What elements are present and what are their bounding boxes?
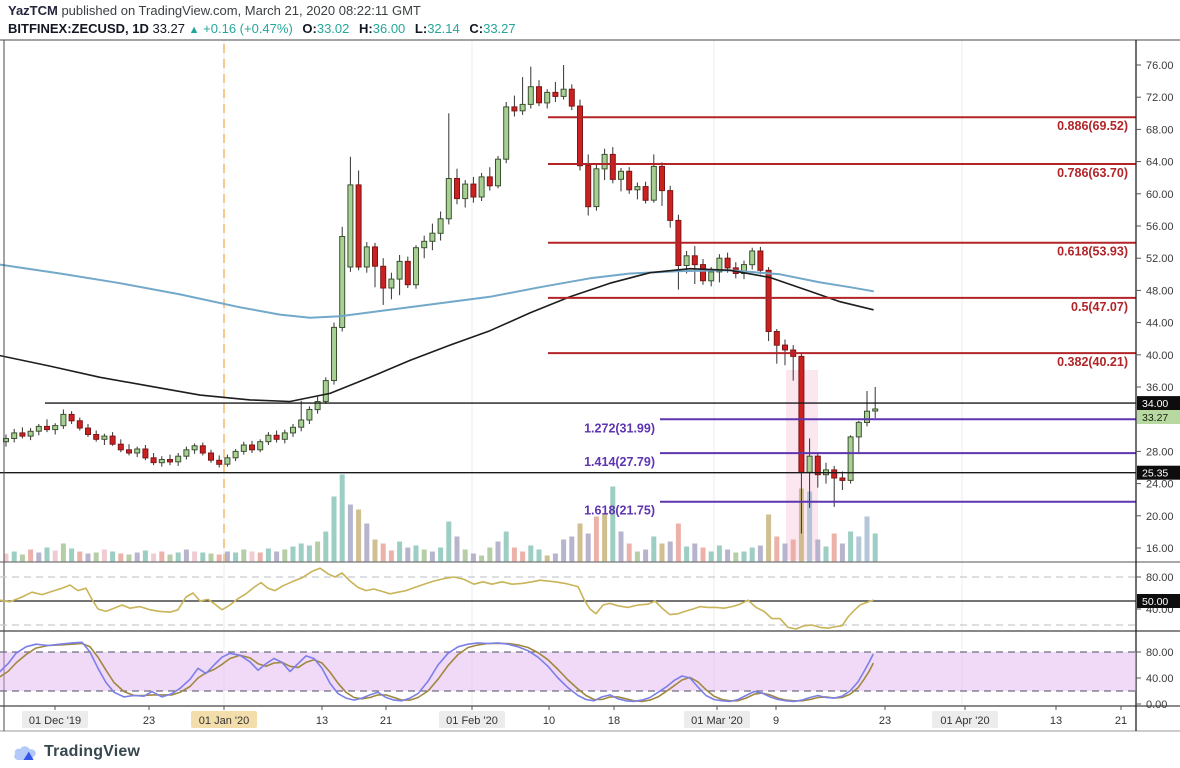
svg-text:1.272(31.99): 1.272(31.99)	[584, 421, 655, 435]
chart-header: YazTCM published on TradingView.com, Mar…	[8, 2, 516, 39]
svg-text:64.00: 64.00	[1146, 157, 1174, 169]
svg-text:0.618(53.93): 0.618(53.93)	[1057, 245, 1128, 259]
svg-text:80.00: 80.00	[1146, 647, 1174, 659]
svg-text:1.414(27.79): 1.414(27.79)	[584, 455, 655, 469]
svg-text:01 Jan '20: 01 Jan '20	[199, 715, 249, 727]
svg-text:9: 9	[773, 715, 779, 727]
symbol-name[interactable]: BITFINEX:ZECUSD, 1D	[8, 21, 149, 36]
svg-text:20.00: 20.00	[1146, 511, 1174, 523]
svg-text:0.382(40.21): 0.382(40.21)	[1057, 355, 1128, 369]
svg-text:01 Dec '19: 01 Dec '19	[29, 715, 81, 727]
author-name: YazTCM	[8, 3, 58, 18]
low-label: L:	[414, 21, 428, 36]
ma-fast-black-line	[0, 267, 874, 403]
ma-slow-blue-line	[0, 263, 874, 319]
pane-borders	[0, 39, 1180, 732]
svg-text:52.00: 52.00	[1146, 253, 1174, 265]
last-price: 33.27	[152, 21, 186, 36]
svg-text:33.27: 33.27	[1142, 412, 1168, 424]
svg-text:76.00: 76.00	[1146, 60, 1174, 72]
open-label: O:	[302, 21, 317, 36]
up-arrow-icon: ▲	[188, 24, 200, 36]
svg-text:25.35: 25.35	[1142, 468, 1168, 480]
tradingview-logo-icon	[14, 745, 36, 760]
high-value: 36.00	[372, 21, 406, 36]
svg-text:68.00: 68.00	[1146, 124, 1174, 136]
tradingview-logo-text: TradingView	[44, 743, 141, 760]
svg-text:34.00: 34.00	[1142, 398, 1168, 410]
svg-text:01 Mar '20: 01 Mar '20	[691, 715, 743, 727]
horizontal-price-lines: 34.00 25.35	[0, 396, 1180, 480]
svg-text:0.786(63.70): 0.786(63.70)	[1057, 166, 1128, 180]
svg-text:23: 23	[143, 715, 155, 727]
svg-text:21: 21	[1115, 715, 1127, 727]
svg-text:44.00: 44.00	[1146, 318, 1174, 330]
svg-text:50.00: 50.00	[1142, 596, 1168, 608]
svg-text:16.00: 16.00	[1146, 543, 1174, 555]
svg-text:13: 13	[1050, 715, 1062, 727]
svg-text:13: 13	[316, 715, 328, 727]
svg-text:24.00: 24.00	[1146, 479, 1174, 491]
volume-bars	[3, 474, 878, 562]
low-value: 32.14	[427, 21, 460, 36]
svg-text:0.5(47.07): 0.5(47.07)	[1071, 300, 1128, 314]
svg-text:0.886(69.52): 0.886(69.52)	[1057, 119, 1128, 133]
svg-text:18: 18	[608, 715, 620, 727]
svg-text:48.00: 48.00	[1146, 285, 1174, 297]
fib-extension-lines: 1.272(31.99) 1.414(27.79) 1.618(21.75)	[584, 418, 1136, 518]
svg-text:80.00: 80.00	[1146, 572, 1174, 584]
high-label: H:	[359, 21, 373, 36]
open-value: 33.02	[316, 21, 350, 36]
month-gridlines	[223, 40, 963, 706]
tradingview-watermark[interactable]: TradingView	[12, 743, 140, 761]
svg-text:36.00: 36.00	[1146, 382, 1174, 394]
svg-text:72.00: 72.00	[1146, 92, 1174, 104]
svg-text:10: 10	[543, 715, 555, 727]
price-change: +0.16 (+0.47%)	[203, 21, 293, 36]
symbol-row: BITFINEX:ZECUSD, 1D 33.27 ▲ +0.16 (+0.47…	[8, 20, 516, 39]
close-value: 33.27	[483, 21, 516, 36]
svg-text:01 Apr '20: 01 Apr '20	[940, 715, 989, 727]
candles	[3, 65, 879, 534]
svg-text:40.00: 40.00	[1146, 350, 1174, 362]
svg-text:23: 23	[879, 715, 891, 727]
svg-text:01 Feb '20: 01 Feb '20	[446, 715, 498, 727]
price-axis[interactable]: 76.00 72.00 68.00 64.00 60.00 56.00 52.00 48.00…	[1136, 60, 1174, 555]
svg-text:21: 21	[380, 715, 392, 727]
fib-retracement-lines: 0.886(69.52) 0.786(63.70) 0.618(53.93) 0.5(…	[548, 116, 1136, 369]
svg-text:1.618(21.75): 1.618(21.75)	[584, 504, 655, 518]
byline: YazTCM published on TradingView.com, Mar…	[8, 2, 516, 19]
time-axis[interactable]: 01 Dec '19 23 01 Jan '20 13 21 01 Feb '20 10 18…	[22, 706, 1127, 728]
last-price-badge: 33.27	[1137, 410, 1180, 424]
close-label: C:	[469, 21, 484, 36]
svg-text:56.00: 56.00	[1146, 221, 1174, 233]
svg-text:0.00: 0.00	[1146, 699, 1167, 711]
svg-text:40.00: 40.00	[1146, 673, 1174, 685]
svg-text:28.00: 28.00	[1146, 446, 1174, 458]
svg-text:60.00: 60.00	[1146, 189, 1174, 201]
stochastic-pane: 80.00 40.00 0.00	[0, 641, 1174, 711]
byline-text: published on TradingView.com, March 21, …	[57, 3, 421, 18]
